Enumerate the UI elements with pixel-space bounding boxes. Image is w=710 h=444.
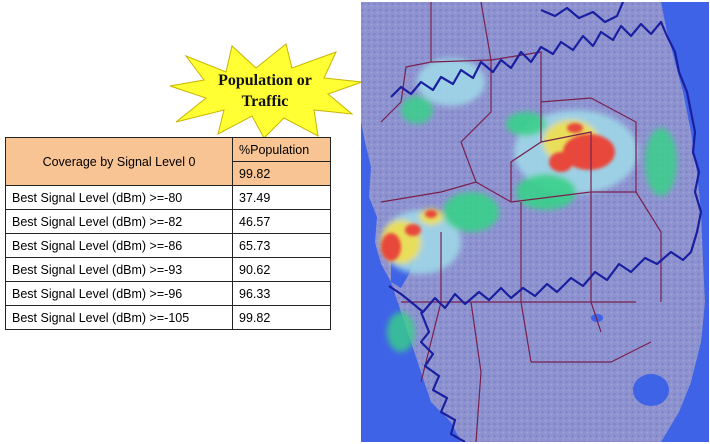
county-line xyxy=(480,2,492,61)
hotspot xyxy=(563,134,615,170)
density-zone xyxy=(506,112,546,136)
population-column-header: %Population xyxy=(232,137,331,162)
coverage-contour xyxy=(419,311,466,442)
table-row: Best Signal Level (dBm) >=-80 37.49 xyxy=(5,185,331,210)
county-line xyxy=(635,191,662,302)
coverage-boundary xyxy=(388,2,703,442)
hotspot xyxy=(549,152,573,172)
coverage-contour xyxy=(388,20,703,314)
table-row: Best Signal Level (dBm) >=-96 96.33 xyxy=(5,281,331,306)
overall-population-value: 99.82 xyxy=(232,161,331,186)
population-value: 65.73 xyxy=(232,233,331,258)
county-line xyxy=(590,97,637,193)
hotspot xyxy=(381,233,401,261)
callout-line-1: Population or xyxy=(218,72,312,89)
callout-line-2: Traffic xyxy=(241,93,289,110)
coverage-header: Coverage by Signal Level 0 xyxy=(5,137,233,186)
population-value: 37.49 xyxy=(232,185,331,210)
density-zone xyxy=(443,192,499,232)
signal-level-label: Best Signal Level (dBm) >=-96 xyxy=(5,281,233,306)
county-line xyxy=(520,202,532,363)
hotspot xyxy=(567,123,583,133)
county-line xyxy=(490,51,592,103)
callout-text: Population or Traffic xyxy=(185,70,345,112)
density-zone xyxy=(401,96,433,124)
signal-level-label: Best Signal Level (dBm) >=-80 xyxy=(5,185,233,210)
callout-starburst xyxy=(169,43,363,138)
county-line xyxy=(420,232,442,383)
lake xyxy=(633,374,669,406)
county-line xyxy=(531,341,652,363)
table-row: Best Signal Level (dBm) >=-82 46.57 xyxy=(5,209,331,234)
hotspot xyxy=(425,210,437,218)
signal-level-label: Best Signal Level (dBm) >=-105 xyxy=(5,305,233,330)
table-overall-row: 99.82 xyxy=(6,161,331,186)
county-line xyxy=(380,2,432,123)
land-mass xyxy=(361,2,705,442)
table-row: Best Signal Level (dBm) >=-105 99.82 xyxy=(5,305,331,330)
high-density-hotspots xyxy=(381,123,615,261)
hotspot xyxy=(405,224,421,236)
signal-level-label: Best Signal Level (dBm) >=-82 xyxy=(5,209,233,234)
table-row: Best Signal Level (dBm) >=-86 65.73 xyxy=(5,233,331,258)
density-zone xyxy=(645,128,677,196)
population-value: 90.62 xyxy=(232,257,331,282)
county-line xyxy=(510,131,592,203)
signal-level-label: Best Signal Level (dBm) >=-86 xyxy=(5,233,233,258)
population-value: 99.82 xyxy=(232,305,331,330)
lake xyxy=(591,314,603,322)
county-boundaries xyxy=(380,2,662,442)
population-density xyxy=(381,58,677,352)
table-row: Best Signal Level (dBm) >=-93 90.62 xyxy=(5,257,331,282)
density-zone xyxy=(387,312,415,352)
population-value: 96.33 xyxy=(232,281,331,306)
coverage-contour xyxy=(540,2,625,24)
population-value: 46.57 xyxy=(232,209,331,234)
coverage-heat-map xyxy=(361,2,709,442)
density-zone xyxy=(516,174,576,210)
county-line xyxy=(590,192,602,333)
coverage-table: Coverage by Signal Level 0 %Population 9… xyxy=(5,137,331,330)
signal-level-label: Best Signal Level (dBm) >=-93 xyxy=(5,257,233,282)
county-line xyxy=(470,301,482,442)
table-header-row: Coverage by Signal Level 0 %Population xyxy=(5,137,331,186)
county-line xyxy=(430,59,492,183)
county-line xyxy=(510,102,542,202)
county-line xyxy=(380,181,512,203)
